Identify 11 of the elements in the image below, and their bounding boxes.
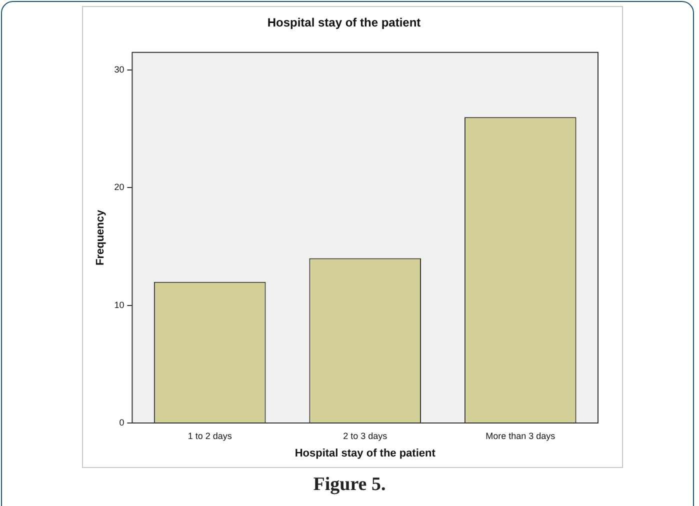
- y-tick-label: 20: [114, 182, 124, 192]
- y-tick-label: 30: [114, 64, 124, 75]
- chart-title: Hospital stay of the patient: [267, 16, 421, 30]
- caption: Figure 5.: [312, 474, 387, 496]
- y-axis-title: Frequency: [94, 209, 107, 266]
- y-tick-label: 0: [119, 417, 124, 428]
- x-tick-label: More than 3 days: [486, 430, 556, 441]
- x-tick-label: 2 to 3 days: [343, 430, 388, 441]
- x-tick-label: 1 to 2 days: [188, 430, 232, 441]
- y-tick-label: 10: [114, 300, 124, 310]
- x-axis-title: Hospital stay of the patient: [294, 447, 436, 460]
